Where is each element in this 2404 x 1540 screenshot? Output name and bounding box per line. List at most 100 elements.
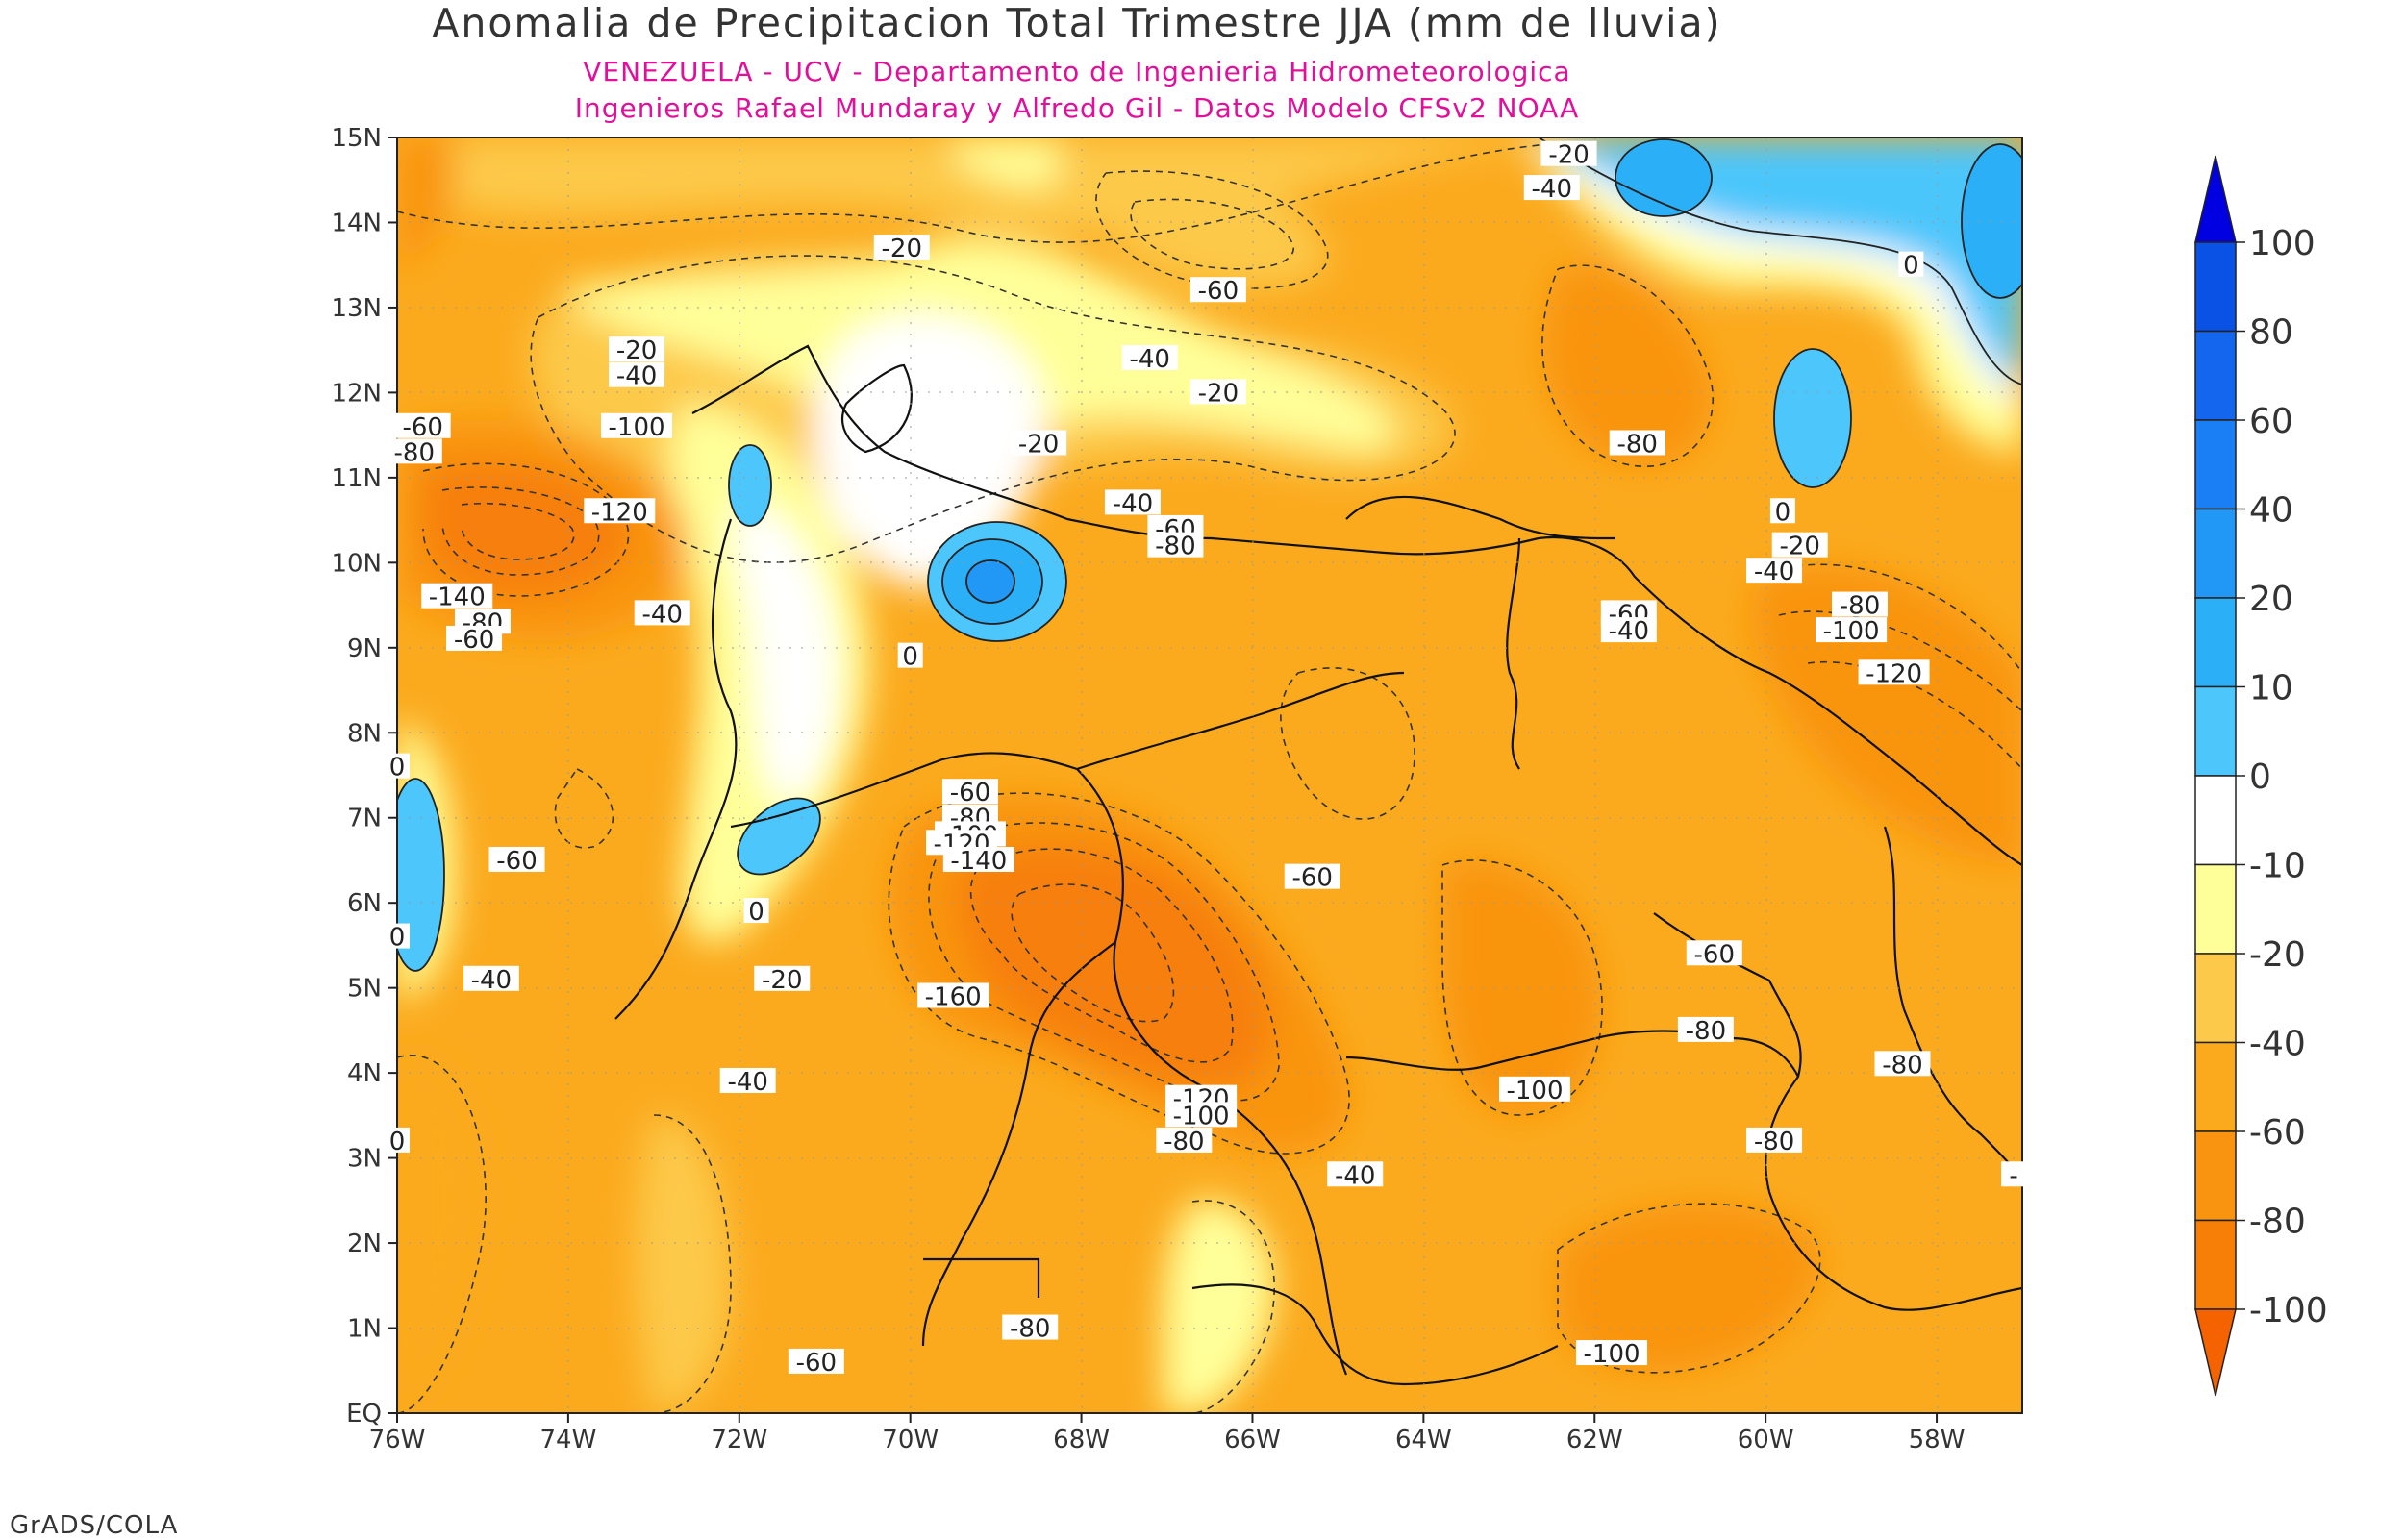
y-tick-label: 8N: [347, 719, 382, 748]
contour-label-text: -20: [1548, 141, 1589, 170]
y-tick-label: EQ: [346, 1400, 382, 1428]
contour-label-bg: [463, 965, 519, 991]
x-tick-label: 60W: [1738, 1426, 1794, 1454]
contour-label-text: -60: [402, 413, 442, 442]
contour-label-text: -140: [950, 847, 1007, 876]
contour-label: -80: [1609, 430, 1665, 459]
legend-swatch: [2194, 863, 2237, 955]
contour-label-bg: [385, 923, 410, 949]
contour-label-bg: [1686, 940, 1742, 966]
contour-label-bg: [584, 498, 656, 524]
x-tick-label: 66W: [1224, 1426, 1281, 1454]
contour-label-bg: [719, 1067, 776, 1093]
contour-label: 0: [897, 642, 923, 672]
contour-label: -80: [1156, 1127, 1213, 1156]
legend-label: 60: [2249, 402, 2293, 441]
legend-swatch: [2194, 685, 2237, 777]
contour-label-text: -100: [609, 413, 665, 442]
contour-label-text: -100: [1506, 1077, 1563, 1105]
contour-label-text: -40: [642, 600, 683, 629]
contour-label-bg: [1189, 379, 1246, 405]
y-tick-label: 7N: [347, 805, 382, 833]
legend-bottom-arrow: [2194, 1308, 2237, 1397]
x-tick-label: 74W: [539, 1426, 596, 1454]
contour-label: 0: [385, 753, 410, 782]
contour-label-text: 0: [1903, 252, 1919, 281]
anomaly-field: [397, 137, 2022, 1413]
contour-label-bg: [1189, 277, 1246, 303]
contour-label-bg: [1600, 617, 1657, 643]
contour-label: -40: [1523, 175, 1580, 204]
legend-label: 20: [2249, 580, 2293, 619]
contour-label-bg: [1771, 532, 1828, 558]
contour-label: -60: [488, 846, 545, 876]
contour-label-bg: [1858, 659, 1930, 685]
contour-label: -60: [1284, 863, 1340, 893]
contour-label: -60: [941, 779, 998, 807]
contour-label-text: -80: [1617, 430, 1658, 459]
y-tick-label: 1N: [347, 1315, 382, 1344]
contour-label-text: -80: [1155, 533, 1195, 561]
contour-labels: -20-20-40-60-40-200-20-40-60-80-100-120-…: [385, 140, 2027, 1378]
contour-label-bg: [754, 965, 811, 991]
contour-label-text: -80: [394, 438, 435, 467]
contour-label: -80: [1002, 1314, 1059, 1344]
contour-label-text: 0: [389, 924, 406, 953]
contour-label-text: -60: [496, 847, 537, 876]
contour-label-text: -20: [1198, 379, 1239, 408]
legend-label: -20: [2249, 935, 2306, 975]
contour-label-text: -: [2009, 1161, 2017, 1190]
contour-label-bg: [743, 898, 769, 924]
contour-label: -20: [1771, 532, 1828, 561]
contour-label-text: -60: [454, 626, 494, 655]
x-tick-label: 76W: [369, 1426, 426, 1454]
contour-label-bg: [385, 1127, 410, 1153]
contour-label-bg: [1832, 591, 1888, 617]
contour-label-bg: [941, 779, 998, 805]
contour-label-text: -60: [950, 779, 990, 807]
contour-label: -: [2001, 1161, 2027, 1190]
contour-label: -80: [1832, 591, 1888, 621]
contour-label: -40: [1121, 345, 1178, 374]
subtitle-institution: VENEZUELA - UCV - Departamento de Ingeni…: [583, 56, 1571, 87]
contour-label-text: -60: [1198, 277, 1239, 306]
y-tick-label: 11N: [331, 464, 382, 493]
contour-label-bg: [1523, 175, 1580, 201]
contour-label-bg: [601, 412, 673, 438]
y-tick-label: 6N: [347, 889, 382, 918]
contour-label-bg: [609, 336, 665, 362]
legend-swatch: [2194, 953, 2237, 1044]
contour-label-bg: [1874, 1051, 1931, 1077]
contour-label: 0: [1769, 498, 1795, 527]
contour-label-text: -80: [1882, 1051, 1922, 1080]
contour-label-text: -20: [1018, 430, 1059, 459]
map-title: Anomalia de Precipitacion Total Trimestr…: [432, 0, 1722, 46]
contour-label: -20: [873, 235, 930, 263]
x-tick-label: 64W: [1395, 1426, 1452, 1454]
y-tick-label: 14N: [331, 209, 382, 237]
contour-label: -40: [1600, 617, 1657, 646]
contour-label: -160: [917, 982, 989, 1012]
legend-swatch: [2194, 1130, 2237, 1222]
contour-label: -80: [1147, 532, 1204, 561]
contour-label-text: 0: [748, 898, 764, 927]
contour-label-text: -40: [471, 966, 512, 995]
contour-label-bg: [421, 583, 493, 609]
legend-swatch: [2194, 419, 2237, 510]
contour-label-text: -80: [1010, 1315, 1050, 1344]
legend-swatch: [2194, 597, 2237, 688]
contour-label: -80: [1677, 1016, 1734, 1046]
y-tick-label: 15N: [331, 124, 382, 153]
x-tick-label: 58W: [1909, 1426, 1966, 1454]
contour-label: -20: [609, 336, 665, 365]
contour-label: -80: [386, 438, 442, 467]
grads-credit: GrADS/COLA: [10, 1511, 179, 1540]
contour-label-bg: [897, 642, 923, 668]
longitude-axis: 76W 74W 72W 70W 68W 66W 64W 62W 60W 58W: [369, 1413, 1966, 1454]
contour-label-bg: [634, 600, 690, 626]
legend-label: 0: [2249, 758, 2271, 797]
contour-label-bg: [1147, 532, 1204, 558]
contour-label-bg: [1002, 1314, 1059, 1340]
contour-label: -100: [1576, 1340, 1648, 1369]
